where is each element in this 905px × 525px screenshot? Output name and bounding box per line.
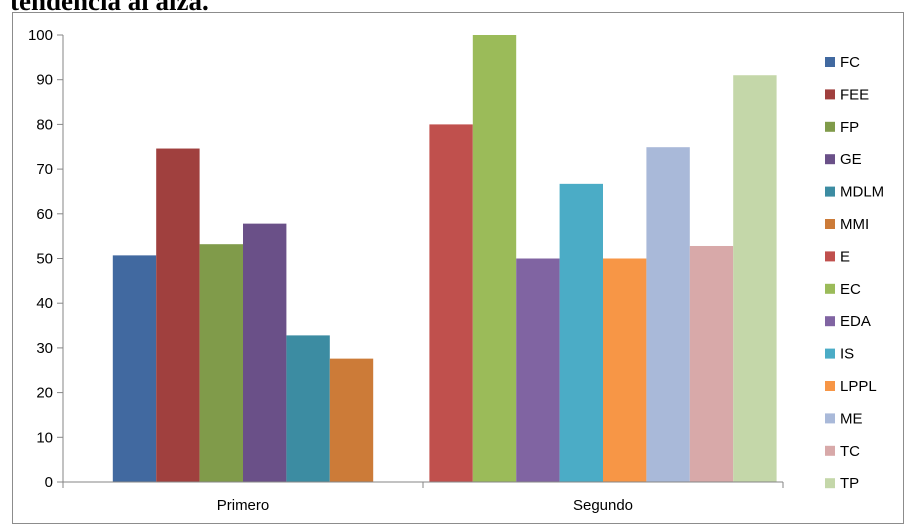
x-tick-label: Primero bbox=[217, 497, 270, 514]
bar-ge-primero bbox=[243, 223, 287, 482]
y-tick-label: 0 bbox=[45, 474, 53, 491]
x-tick-label: Segundo bbox=[573, 497, 633, 514]
legend-swatch-is bbox=[825, 348, 835, 359]
legend-label-lppl: LPPL bbox=[840, 378, 877, 395]
bar-tc-segundo bbox=[689, 245, 734, 482]
legend-label-ec: EC bbox=[840, 281, 861, 298]
legend-label-mmi: MMI bbox=[840, 216, 869, 233]
legend-swatch-tc bbox=[825, 445, 835, 456]
legend-label-fp: FP bbox=[840, 119, 859, 136]
y-tick-label: 50 bbox=[36, 251, 53, 268]
legend-swatch-fp bbox=[825, 121, 835, 132]
legend-swatch-lppl bbox=[825, 381, 835, 391]
bar-is-segundo bbox=[559, 183, 603, 482]
bar-chart: 0 10 20 30 40 50 60 70 80 90 100 Primero Segundo FC FE… bbox=[28, 27, 884, 514]
legend-swatch-eda bbox=[825, 316, 835, 327]
legend-swatch-mdlm bbox=[825, 186, 835, 197]
y-tick-label: 70 bbox=[36, 161, 53, 178]
legend-swatch-e bbox=[825, 251, 835, 262]
legend-label-ge: GE bbox=[840, 151, 862, 168]
chart-frame: 0 10 20 30 40 50 60 70 80 90 100 Primero Segundo FC FE… bbox=[12, 12, 904, 524]
legend-swatch-ec bbox=[825, 283, 835, 294]
y-tick-label: 100 bbox=[28, 27, 53, 44]
legend-label-tc: TC bbox=[840, 443, 860, 460]
bar-fp-primero bbox=[199, 244, 243, 482]
legend-swatch-fee bbox=[825, 89, 835, 100]
legend-label-me: ME bbox=[840, 410, 863, 427]
legend-swatch-ge bbox=[825, 154, 835, 165]
bar-ec-segundo bbox=[472, 35, 517, 482]
y-tick-label: 40 bbox=[36, 295, 53, 312]
y-tick-label: 10 bbox=[36, 429, 53, 446]
bar-mmi-primero bbox=[329, 358, 374, 482]
y-tick-label: 80 bbox=[36, 116, 53, 133]
bar-mdlm-primero bbox=[286, 335, 330, 482]
y-tick-label: 60 bbox=[36, 206, 53, 223]
legend-swatch-mmi bbox=[825, 219, 835, 229]
bar-fc-primero bbox=[112, 255, 157, 482]
y-tick-label: 30 bbox=[36, 340, 53, 357]
bar-eda-segundo bbox=[516, 258, 560, 482]
legend-swatch-me bbox=[825, 413, 835, 424]
bar-e-segundo bbox=[429, 124, 473, 483]
legend-label-is: IS bbox=[840, 346, 854, 363]
legend-label-eda: EDA bbox=[840, 313, 871, 330]
bar-fee-primero bbox=[156, 148, 200, 482]
legend-label-tp: TP bbox=[840, 475, 859, 492]
legend-label-fc: FC bbox=[840, 54, 860, 71]
bar-lppl-segundo bbox=[603, 258, 647, 482]
legend-label-fee: FEE bbox=[840, 86, 869, 103]
bar-me-segundo bbox=[646, 147, 690, 482]
y-tick-label: 20 bbox=[36, 385, 53, 402]
legend-label-e: E bbox=[840, 248, 850, 265]
legend-label-mdlm: MDLM bbox=[840, 184, 884, 201]
y-tick-label: 90 bbox=[36, 72, 53, 89]
legend-swatch-tp bbox=[825, 478, 835, 489]
legend-swatch-fc bbox=[825, 57, 835, 67]
bar-tp-segundo bbox=[733, 75, 777, 483]
